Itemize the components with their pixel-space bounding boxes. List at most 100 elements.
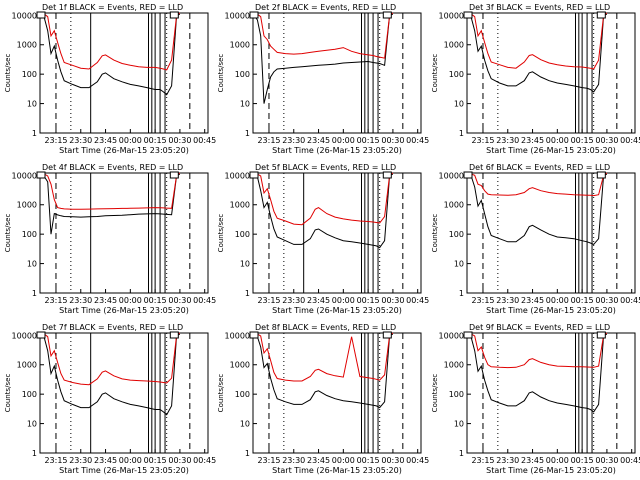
x-tick-label: 23:45 [94,136,117,145]
x-tick-label: 23:45 [94,456,117,465]
x-tick-label: 00:45 [193,296,216,305]
y-tick-label: 10000 [12,331,37,340]
x-tick-label: 00:15 [571,136,594,145]
y-tick-label: 1 [32,129,37,138]
x-tick-label: 00:00 [546,456,569,465]
x-tick-label: 23:15 [471,296,494,305]
y-tick-label: 100 [22,70,37,79]
plot-frame [39,12,209,134]
panel-title: Det 7f BLACK = Events, RED = LLD [42,323,183,332]
y-tick-label: 10 [454,260,464,269]
lld-series-line [253,172,394,226]
x-tick-label: 00:00 [332,136,355,145]
x-axis-label: Start Time (26-Mar-15 23:05:20) [486,146,616,155]
y-tick-label: 1 [32,449,37,458]
x-tick-label: 23:30 [69,136,92,145]
interval-box-marker [382,331,392,339]
y-tick-label: 1000 [17,201,37,210]
interval-box-marker [382,171,392,179]
x-tick-label: 23:15 [471,136,494,145]
interval-box-marker [596,171,606,179]
y-axis-label: Counts/sec [217,214,225,253]
x-tick-label: 00:45 [406,136,429,145]
panel-title: Det 4f BLACK = Events, RED = LLD [42,163,183,172]
interval-box-marker [169,171,179,179]
x-axis-label: Start Time (26-Mar-15 23:05:20) [486,306,616,315]
x-tick-label: 23:30 [282,456,305,465]
interval-box-marker [169,11,179,19]
y-tick-label: 1000 [230,201,250,210]
events-series-line [40,332,181,416]
y-tick-label: 10 [240,260,250,269]
x-tick-label: 00:30 [595,136,618,145]
x-tick-label: 23:15 [44,296,67,305]
y-tick-label: 1000 [17,41,37,50]
lld-series-line [467,12,608,70]
y-tick-label: 1000 [230,41,250,50]
plot-frame [466,172,636,294]
interval-box-marker [36,171,46,179]
x-tick-label: 00:45 [406,296,429,305]
events-series-line [40,12,181,96]
panel-title: Det 3f BLACK = Events, RED = LLD [469,3,610,12]
y-axis-label: Counts/sec [217,374,225,413]
x-tick-label: 00:45 [620,456,640,465]
y-tick-label: 1000 [17,361,37,370]
y-tick-label: 10 [454,100,464,109]
y-axis-label: Counts/sec [431,54,439,93]
events-series-line [40,173,181,235]
x-tick-label: 00:15 [144,136,167,145]
detector-panel-1: Det 1f BLACK = Events, RED = LLD 1 10 100 10… [4,3,216,155]
y-tick-label: 100 [22,390,37,399]
y-tick-label: 100 [449,70,464,79]
plot-frame [466,12,636,134]
y-tick-label: 1 [245,289,250,298]
x-tick-label: 23:45 [521,296,544,305]
y-tick-label: 100 [235,390,250,399]
x-tick-label: 23:30 [69,296,92,305]
plot-frame [252,332,422,454]
x-tick-label: 00:15 [357,296,380,305]
x-tick-label: 00:45 [406,456,429,465]
x-tick-label: 23:30 [69,456,92,465]
events-series-line [253,332,394,409]
panel-title: Det 8f BLACK = Events, RED = LLD [255,323,396,332]
x-tick-label: 00:00 [332,456,355,465]
x-tick-label: 00:30 [168,456,191,465]
y-tick-label: 1 [459,129,464,138]
y-tick-label: 1000 [444,361,464,370]
plot-frame [252,12,422,134]
y-tick-label: 10000 [12,171,37,180]
interval-box-marker [596,11,606,19]
panel-title: Det 5f BLACK = Events, RED = LLD [255,163,396,172]
events-series-line [467,172,608,246]
x-axis-label: Start Time (26-Mar-15 23:05:20) [272,306,402,315]
x-tick-label: 23:15 [257,456,280,465]
events-series-line [467,332,608,413]
plot-frame [39,332,209,454]
x-tick-label: 23:45 [307,136,330,145]
y-tick-label: 10000 [12,11,37,20]
y-tick-label: 10000 [439,331,464,340]
detector-panel-4: Det 4f BLACK = Events, RED = LLD 1 10 100 10… [4,163,216,315]
x-tick-label: 00:15 [357,456,380,465]
panel-title: Det 6f BLACK = Events, RED = LLD [469,163,610,172]
panel-title: Det 2f BLACK = Events, RED = LLD [255,3,396,12]
x-tick-label: 00:00 [546,136,569,145]
lld-series-line [467,332,608,369]
x-tick-label: 00:45 [193,136,216,145]
interval-box-marker [249,171,259,179]
y-tick-label: 1 [459,289,464,298]
detector-panel-7: Det 7f BLACK = Events, RED = LLD 1 10 100 10… [4,323,216,475]
x-tick-label: 23:30 [282,136,305,145]
x-tick-label: 00:15 [144,456,167,465]
x-tick-label: 23:30 [282,296,305,305]
y-tick-label: 10 [240,420,250,429]
y-axis-label: Counts/sec [4,214,12,253]
x-tick-label: 23:30 [496,296,519,305]
x-tick-label: 00:45 [193,456,216,465]
x-tick-label: 23:45 [94,296,117,305]
x-tick-label: 00:15 [357,136,380,145]
y-tick-label: 1000 [444,41,464,50]
y-axis-label: Counts/sec [217,54,225,93]
